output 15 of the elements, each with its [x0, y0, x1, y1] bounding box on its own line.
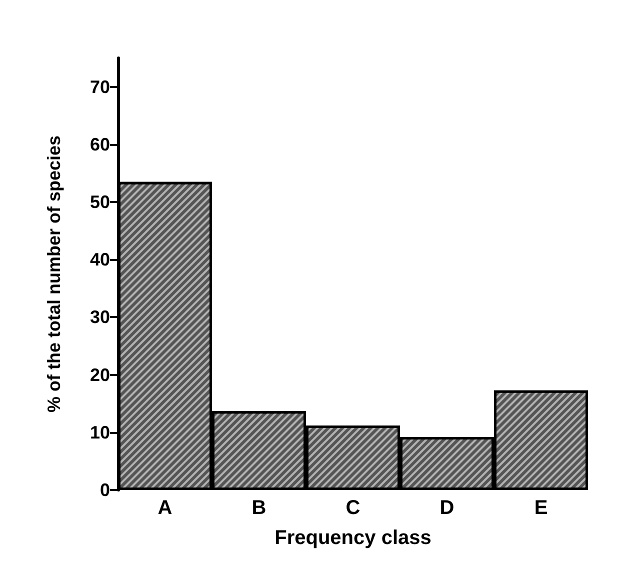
y-tick-label: 0	[100, 480, 110, 500]
y-tick-label: 10	[90, 422, 110, 442]
y-tick-label: 30	[90, 307, 110, 328]
x-axis-title: Frequency class	[274, 527, 432, 549]
y-tick-label: 70	[90, 76, 110, 97]
y-tick-label: 60	[90, 134, 110, 154]
x-tick-label: E	[534, 497, 548, 519]
y-tick-label: 40	[90, 250, 110, 270]
x-tick-label: B	[252, 497, 266, 519]
x-tick-label: D	[440, 497, 454, 519]
y-tick-label: 20	[90, 364, 110, 385]
x-tick-label: C	[346, 497, 360, 519]
y-axis-title: % of the total number of species	[44, 135, 64, 413]
x-tick-label: A	[158, 497, 172, 519]
y-tick-label: 50	[90, 192, 110, 212]
